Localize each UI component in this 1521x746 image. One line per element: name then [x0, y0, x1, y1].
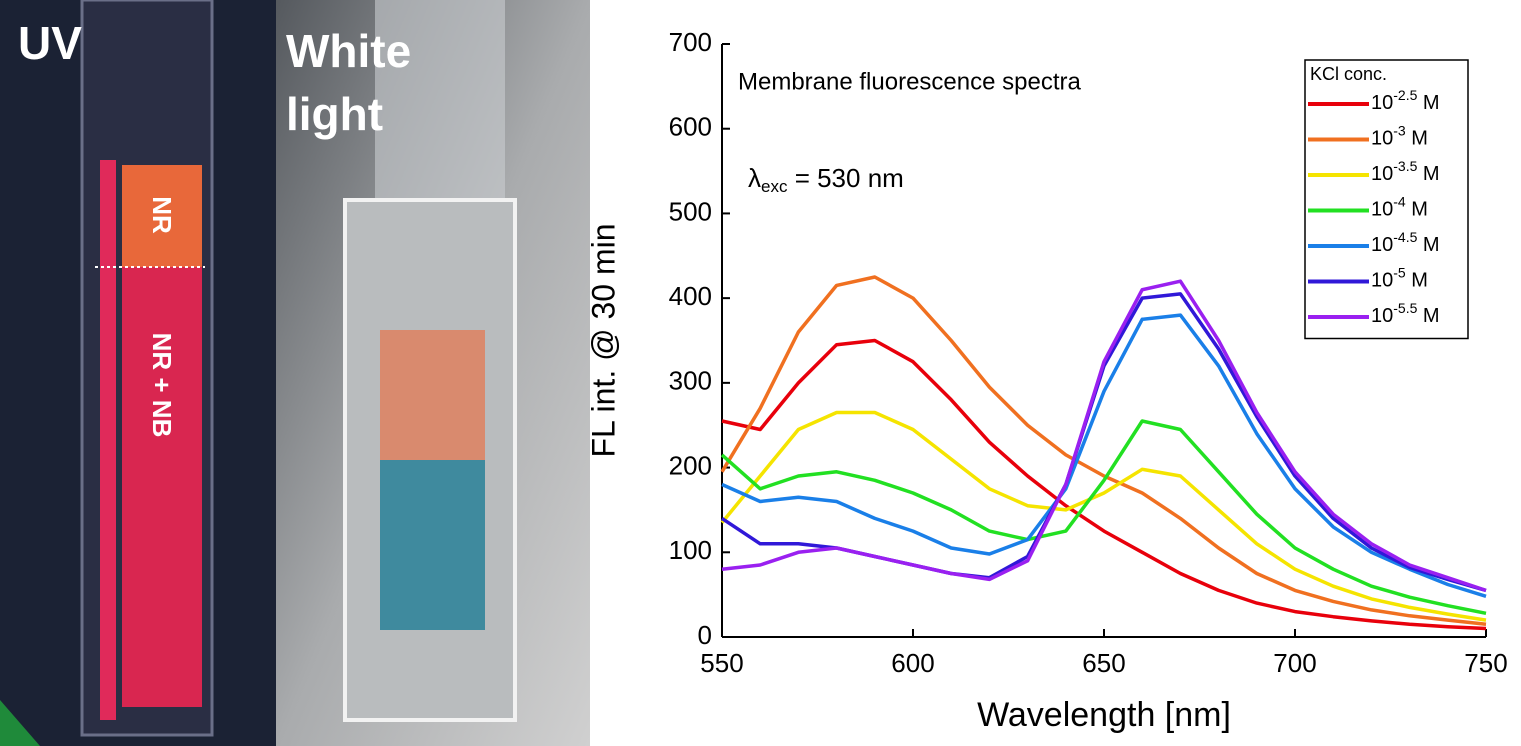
white-nr	[380, 330, 485, 460]
y-tick-label: 600	[669, 112, 712, 142]
white-film	[375, 0, 505, 200]
y-tick-label: 100	[669, 535, 712, 565]
uv-label: UV	[18, 17, 82, 69]
y-tick-label: 0	[698, 620, 712, 650]
legend-label: 10-3 M	[1371, 122, 1428, 150]
region-label: NR + NB	[147, 333, 177, 438]
y-tick-label: 700	[669, 27, 712, 57]
uv-edge	[100, 160, 116, 720]
legend-label: 10-2.5 M	[1371, 87, 1440, 115]
y-axis-title: FL int. @ 30 min	[585, 223, 621, 457]
series-line	[720, 275, 1487, 627]
annotation: Membrane fluorescence spectra	[738, 68, 1081, 95]
x-tick-label: 700	[1273, 648, 1316, 678]
legend-box	[1304, 59, 1469, 340]
white-nrnb	[380, 460, 485, 630]
uv-nrnb	[122, 267, 202, 707]
y-tick-label: 200	[669, 450, 712, 480]
series-line	[721, 338, 1487, 631]
legend-label: 10-4 M	[1371, 193, 1428, 221]
chart: 0 100 200 300 400 500 600 700 550 600 650 700 750 Wav…	[585, 27, 1507, 734]
x-tick-label: 600	[891, 648, 934, 678]
legend-label: 10-5 M	[1371, 264, 1428, 292]
series-line	[721, 279, 1487, 593]
series-line	[721, 313, 1487, 598]
x-tick-label: 550	[700, 648, 743, 678]
series-line	[720, 410, 1487, 622]
x-tick-label: 750	[1464, 648, 1507, 678]
white-light-label: White	[286, 25, 411, 77]
corner	[0, 700, 40, 746]
legend-label: 10-4.5 M	[1371, 229, 1440, 257]
y-tick-label: 300	[669, 366, 712, 396]
legend-title: KCl conc.	[1310, 64, 1387, 84]
uv-nr	[122, 165, 202, 267]
y-tick-label: 500	[669, 196, 712, 226]
x-axis-title: Wavelength [nm]	[977, 696, 1231, 734]
legend-label: 10-3.5 M	[1371, 158, 1440, 186]
series-line	[720, 419, 1487, 616]
y-tick-label: 400	[669, 281, 712, 311]
annotation: λexc = 530 nm	[748, 163, 904, 197]
legend-label: 10-5.5 M	[1371, 300, 1440, 328]
x-tick-label: 650	[1082, 648, 1125, 678]
region-label: NR	[147, 196, 177, 234]
photo: UV White light NR NR + NB	[0, 0, 590, 746]
white-light-label: light	[286, 88, 383, 140]
